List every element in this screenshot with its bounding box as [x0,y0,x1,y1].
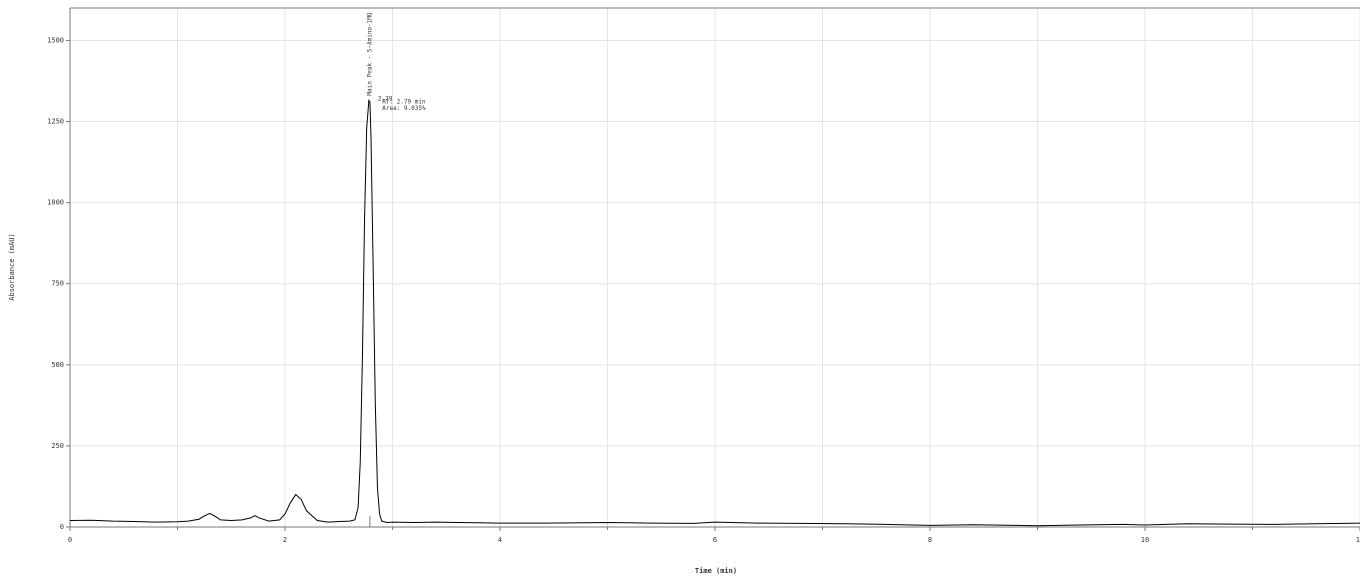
y-tick-label: 0 [60,523,64,531]
x-tick-label: 12 [1356,536,1360,544]
signal-line [69,98,1360,527]
peak-label: Main Peak - 5-Amino-1MQ [366,12,373,95]
annotation: Area: 9.035% [382,105,426,112]
y-tick-label: 750 [51,280,64,288]
x-tick-label: 10 [1141,536,1149,544]
y-tick-label: 500 [51,361,64,369]
x-tick-label: 0 [68,536,72,544]
y-tick-label: 1500 [47,36,64,44]
y-axis-label: Absorbance (mAU) [8,233,16,300]
y-tick-label: 250 [51,442,64,450]
x-tick-label: 6 [713,536,717,544]
x-axis-label: Time (min) [695,567,737,575]
x-tick-label: 8 [928,536,932,544]
x-tick-label: 2 [283,536,287,544]
y-tick-label: 1250 [47,118,64,126]
x-tick-label: 4 [498,536,502,544]
annotation: 2.79 [378,95,393,102]
y-tick-label: 1000 [47,199,64,207]
annotation: RT: 2.79 min [382,99,426,106]
